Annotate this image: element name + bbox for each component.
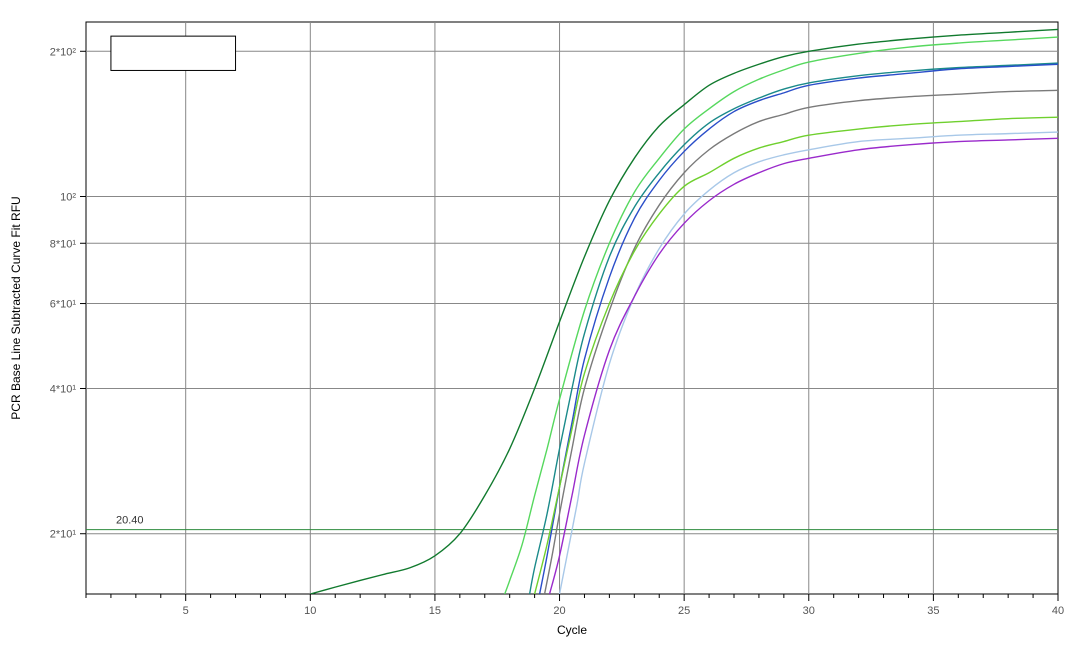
pcr-amplification-chart: 5 10 15 20 25 30 35 40 2*10¹ 4*10¹ 6*10¹ 8*10¹ 10² 2*…	[0, 0, 1082, 653]
svg-text:2*10²: 2*10²	[50, 46, 77, 58]
svg-text:4*10¹: 4*10¹	[50, 383, 77, 395]
svg-text:10: 10	[304, 605, 316, 617]
chart-svg: 5 10 15 20 25 30 35 40 2*10¹ 4*10¹ 6*10¹ 8*10¹ 10² 2*…	[0, 0, 1082, 653]
svg-text:25: 25	[678, 605, 690, 617]
svg-text:5: 5	[183, 605, 189, 617]
svg-text:30: 30	[803, 605, 815, 617]
svg-text:10²: 10²	[60, 192, 76, 204]
svg-text:40: 40	[1052, 605, 1064, 617]
y-axis-title: PCR Base Line Subtracted Curve Fit RFU	[9, 196, 23, 419]
svg-text:6*10¹: 6*10¹	[50, 299, 77, 311]
svg-text:2*10¹: 2*10¹	[50, 529, 77, 541]
legend-box	[111, 36, 236, 70]
svg-text:15: 15	[429, 605, 441, 617]
x-axis-title: Cycle	[557, 623, 587, 637]
svg-text:35: 35	[927, 605, 939, 617]
svg-text:20: 20	[553, 605, 565, 617]
svg-text:20.40: 20.40	[116, 515, 144, 527]
svg-text:8*10¹: 8*10¹	[50, 238, 77, 250]
